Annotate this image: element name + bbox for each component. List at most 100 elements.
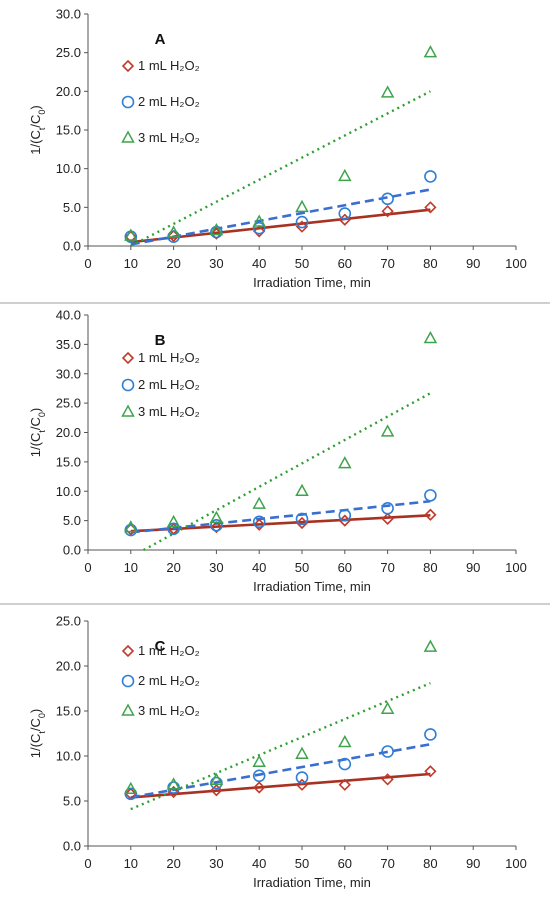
legend-marker (121, 644, 135, 658)
y-tick-label: 15.0 (56, 704, 81, 719)
data-point-series-3 (295, 483, 309, 496)
data-point-series-3 (252, 496, 266, 509)
legend-marker (121, 378, 135, 392)
x-tick-label: 0 (84, 856, 91, 871)
data-point-series-2 (338, 207, 352, 220)
legend-label: 1 mL H₂O₂ (138, 643, 200, 658)
data-point-series-3 (252, 754, 266, 768)
data-point-series-3 (338, 456, 352, 469)
data-point-series-1 (295, 220, 309, 233)
x-tick-label: 20 (166, 256, 180, 271)
legend-label: 3 mL H₂O₂ (138, 404, 200, 419)
chart-svg: 0.0 5.0 10.0 15.0 20.0 25.0 30.0 35.0 40.0 0 10 20 3… (28, 308, 527, 595)
chart-svg: 0.0 5.0 10.0 15.0 20.0 25.0 30.0 0 10 20 30 40 50 60 7… (28, 7, 527, 291)
legend-marker (121, 351, 135, 365)
y-tick-label: 0.0 (63, 839, 81, 854)
x-tick-label: 40 (252, 856, 266, 871)
trendline-series-2 (130, 499, 431, 534)
y-tick-label: 0.0 (63, 239, 81, 254)
x-tick-label: 100 (505, 256, 527, 271)
x-tick-label: 80 (423, 560, 437, 575)
x-tick-label: 30 (209, 560, 223, 575)
y-tick-label: 10.0 (56, 161, 81, 176)
y-tick-label: 25.0 (56, 614, 81, 629)
data-point-series-1 (253, 518, 266, 531)
trendline-series-2 (130, 743, 431, 799)
y-tick-label: 20.0 (56, 425, 81, 440)
x-tick-label: 0 (84, 560, 91, 575)
y-axis-title: 1/(Ct/C0) (28, 709, 47, 758)
trendline-series-1 (130, 208, 431, 244)
data-point-series-3 (209, 510, 224, 524)
legend-marker (121, 95, 135, 109)
trendline-series-3 (143, 392, 431, 552)
data-point-series-2 (124, 523, 138, 537)
data-point-series-2 (381, 745, 394, 758)
data-point-series-1 (424, 508, 437, 521)
data-point-series-1 (338, 778, 351, 791)
data-point-series-3 (209, 222, 224, 236)
x-tick-label: 10 (124, 856, 138, 871)
x-tick-label: 30 (209, 856, 223, 871)
data-point-series-3 (124, 228, 138, 241)
data-point-series-2 (210, 519, 223, 532)
x-tick-label: 60 (338, 256, 352, 271)
data-point-series-2 (210, 225, 223, 239)
x-tick-label: 50 (295, 256, 309, 271)
data-point-series-3 (423, 330, 438, 344)
data-point-series-3 (252, 214, 266, 227)
data-point-series-2 (338, 509, 352, 522)
data-point-series-1 (167, 785, 180, 799)
legend-label: 1 mL H₂O₂ (138, 58, 200, 73)
data-point-series-2 (381, 192, 394, 206)
data-point-series-3 (166, 225, 181, 238)
y-tick-label: 25.0 (56, 45, 81, 60)
data-point-series-2 (295, 771, 309, 784)
chart-svg: 0.0 5.0 10.0 15.0 20.0 25.0 0 10 20 30 40 50 60 70 80 9… (28, 614, 527, 891)
data-point-series-3 (295, 746, 309, 759)
chart-panel-b: 0.0 5.0 10.0 15.0 20.0 25.0 30.0 35.0 40.0 0 10 20 3… (0, 305, 550, 603)
data-point-series-3 (423, 639, 438, 652)
data-point-series-1 (253, 225, 266, 238)
data-point-series-1 (381, 773, 394, 786)
data-point-series-3 (380, 701, 395, 714)
x-axis-title: Irradiation Time, min (253, 275, 371, 290)
y-tick-label: 30.0 (56, 366, 81, 381)
data-point-series-3 (380, 85, 395, 98)
x-tick-label: 0 (84, 256, 91, 271)
x-axis-title: Irradiation Time, min (253, 875, 371, 890)
panel-divider (0, 302, 550, 304)
y-tick-label: 5.0 (63, 513, 81, 528)
data-point-series-3 (124, 520, 138, 533)
data-point-series-3 (380, 424, 395, 437)
data-point-series-2 (424, 170, 437, 183)
data-point-series-2 (252, 221, 266, 235)
data-point-series-2 (295, 215, 309, 229)
data-point-series-3 (338, 734, 352, 748)
data-point-series-3 (338, 168, 352, 182)
data-point-series-1 (253, 781, 266, 794)
data-point-series-1 (210, 784, 223, 797)
data-point-series-2 (338, 757, 352, 771)
x-tick-label: 70 (380, 256, 394, 271)
x-tick-label: 10 (124, 256, 138, 271)
chart-panel-a: 0.0 5.0 10.0 15.0 20.0 25.0 30.0 0 10 20 30 40 50 60 7… (0, 0, 550, 302)
y-tick-label: 35.0 (56, 337, 81, 352)
legend-marker (121, 703, 135, 716)
x-tick-label: 60 (338, 856, 352, 871)
legend-marker (121, 404, 135, 417)
x-tick-label: 40 (252, 560, 266, 575)
x-tick-label: 70 (380, 856, 394, 871)
data-point-series-3 (209, 772, 224, 786)
x-tick-label: 100 (505, 856, 527, 871)
y-tick-label: 15.0 (56, 123, 81, 138)
data-point-series-1 (424, 765, 437, 778)
data-point-series-1 (210, 520, 223, 534)
x-tick-label: 10 (124, 560, 138, 575)
data-point-series-1 (424, 201, 437, 214)
x-tick-label: 50 (295, 560, 309, 575)
data-point-series-2 (424, 489, 437, 502)
y-tick-label: 10.0 (56, 749, 81, 764)
legend-label: 2 mL H₂O₂ (138, 377, 200, 392)
x-tick-label: 50 (295, 856, 309, 871)
